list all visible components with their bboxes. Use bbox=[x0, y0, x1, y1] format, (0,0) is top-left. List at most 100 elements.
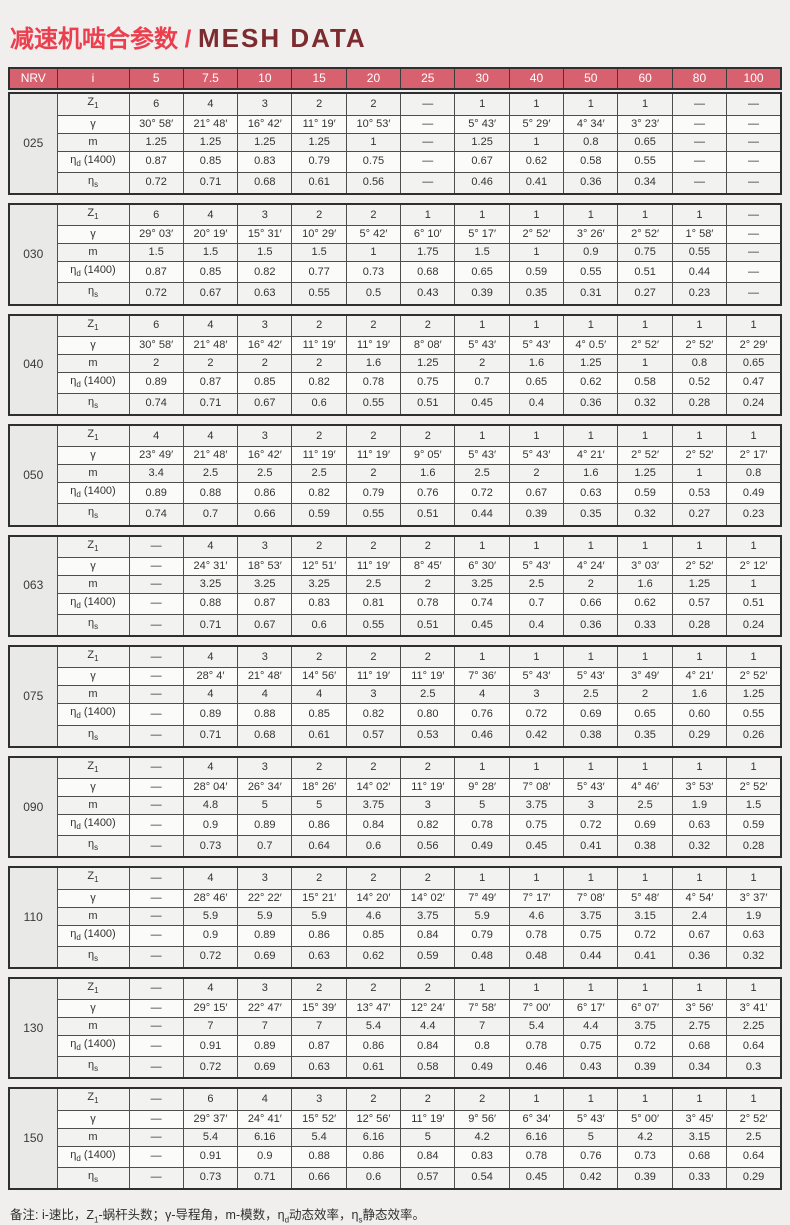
value-cell: 3 bbox=[237, 92, 293, 116]
row-label: γ bbox=[56, 556, 130, 576]
row-label: ηs bbox=[56, 835, 130, 858]
value-cell: 0.51 bbox=[726, 592, 782, 616]
value-cell: 4 bbox=[237, 1087, 293, 1111]
model-cell: 040 bbox=[8, 314, 58, 416]
value-cell: 1 bbox=[617, 353, 673, 373]
ratio-header-cell: 15 bbox=[291, 67, 347, 90]
table-row: ηd (1400) —0.91 0.9 0.88 0.86 0.84 0.83 0.78 0.7… bbox=[9, 1145, 782, 1168]
value-cell: 5° 43′ bbox=[508, 556, 565, 576]
value-cell: 1 bbox=[726, 535, 782, 558]
row-label: m bbox=[56, 353, 130, 373]
row-label: ηs bbox=[56, 392, 130, 416]
table-row: ηs —0.73 0.7 0.64 0.6 0.56 0.49 0.45 0.41 0.38 0.3… bbox=[9, 835, 782, 858]
value-cell: 3.75 bbox=[617, 1017, 673, 1037]
value-cell: 1 bbox=[617, 203, 673, 227]
table-row: m —5.4 6.16 5.4 6.16 5 4.2 6.16 5 4.2 3.15 2.5 bbox=[9, 1127, 782, 1147]
value-cell: 1 bbox=[726, 756, 782, 779]
value-cell: 0.82 bbox=[291, 482, 347, 505]
value-cell: 2 bbox=[345, 203, 402, 227]
value-cell: 1 bbox=[508, 866, 565, 890]
value-cell: — bbox=[128, 703, 184, 726]
value-cell: 0.63 bbox=[563, 482, 619, 505]
value-cell: 2 bbox=[345, 92, 402, 116]
value-cell: 1 bbox=[563, 314, 619, 337]
value-cell: 2 bbox=[400, 314, 456, 337]
value-cell: 30° 58′ bbox=[128, 114, 184, 134]
value-cell: 4.4 bbox=[563, 1017, 619, 1037]
row-label: ηs bbox=[56, 724, 130, 748]
value-cell: 0.8 bbox=[726, 464, 782, 484]
value-cell: 3.75 bbox=[400, 906, 456, 926]
value-cell: 13° 47′ bbox=[345, 999, 402, 1019]
value-cell: 2° 52′ bbox=[617, 225, 673, 245]
value-cell: 1.6 bbox=[671, 685, 728, 705]
value-cell: 4 bbox=[182, 92, 239, 116]
value-cell: — bbox=[128, 1166, 184, 1190]
value-cell: 3.15 bbox=[671, 1127, 728, 1147]
value-cell: 2° 52′ bbox=[617, 335, 673, 355]
value-cell: 0.73 bbox=[182, 1166, 239, 1190]
value-cell: 0.69 bbox=[563, 703, 619, 726]
ratio-header-cell: 7.5 bbox=[182, 67, 239, 90]
value-cell: 18° 53′ bbox=[237, 556, 293, 576]
value-cell: — bbox=[400, 150, 456, 173]
value-cell: 0.75 bbox=[617, 243, 673, 263]
value-cell: 0.68 bbox=[671, 1035, 728, 1058]
row-label: γ bbox=[56, 114, 130, 134]
value-cell: 5° 48′ bbox=[617, 888, 673, 908]
value-cell: 0.53 bbox=[671, 482, 728, 505]
row-label: Z1 bbox=[56, 314, 130, 337]
value-cell: 0.29 bbox=[726, 1166, 782, 1190]
value-cell: 1.5 bbox=[454, 243, 510, 263]
table-row: m —4.8 5 5 3.75 3 5 3.75 3 2.5 1.9 1.5 bbox=[9, 795, 782, 815]
value-cell: 1 bbox=[617, 977, 673, 1001]
value-cell: 2.5 bbox=[508, 574, 565, 594]
value-cell: 0.80 bbox=[400, 703, 456, 726]
value-cell: 0.79 bbox=[345, 482, 402, 505]
value-cell: 3 bbox=[237, 977, 293, 1001]
value-cell: — bbox=[128, 795, 184, 815]
value-cell: 4 bbox=[182, 756, 239, 779]
value-cell: 4° 46′ bbox=[617, 777, 673, 797]
value-cell: 4 bbox=[128, 424, 184, 448]
table-row: ηd (1400) —0.88 0.87 0.83 0.81 0.78 0.74 0.7 0.6… bbox=[9, 592, 782, 616]
value-cell: 0.68 bbox=[400, 261, 456, 284]
value-cell: 0.77 bbox=[291, 261, 347, 284]
row-label: Z1 bbox=[56, 424, 130, 448]
value-cell: — bbox=[128, 924, 184, 947]
mesh-block-025: 025 Z1 6 4 3 2 2—1 1 1 1— — γ 30° 58′ 21° 48′ 16° 42′ 1… bbox=[8, 92, 782, 195]
value-cell: 1 bbox=[508, 1087, 565, 1111]
value-cell: 0.67 bbox=[671, 924, 728, 947]
value-cell: 2.5 bbox=[237, 464, 293, 484]
value-cell: 4° 54′ bbox=[671, 888, 728, 908]
value-cell: 6.16 bbox=[345, 1127, 402, 1147]
value-cell: 1 bbox=[726, 314, 782, 337]
value-cell: 0.88 bbox=[182, 482, 239, 505]
value-cell: 2 bbox=[291, 535, 347, 558]
value-cell: 0.87 bbox=[128, 150, 184, 173]
value-cell: 2 bbox=[345, 977, 402, 1001]
value-cell: 1.6 bbox=[345, 353, 402, 373]
value-cell: 0.6 bbox=[291, 392, 347, 416]
value-cell: 0.91 bbox=[182, 1145, 239, 1168]
mesh-block-075: 075 Z1—4 3 2 2 2 1 1 1 1 1 1 γ —28° 4′ 21° 48′ 14° 56′ 1… bbox=[8, 645, 782, 748]
value-cell: 1.25 bbox=[237, 132, 293, 152]
value-cell: 0.61 bbox=[291, 171, 347, 195]
row-label: γ bbox=[56, 446, 130, 466]
value-cell: 1 bbox=[508, 243, 565, 263]
value-cell: 0.65 bbox=[617, 132, 673, 152]
value-cell: 0.42 bbox=[508, 724, 565, 748]
value-cell: 0.73 bbox=[617, 1145, 673, 1168]
value-cell: 1 bbox=[563, 1087, 619, 1111]
value-cell: 0.28 bbox=[671, 614, 728, 637]
value-cell: 5° 42′ bbox=[345, 225, 402, 245]
value-cell: 16° 42′ bbox=[237, 114, 293, 134]
table-row: γ 29° 03′ 20° 19′ 15° 31′ 10° 29′ 5° 42′ 6° 10… bbox=[9, 225, 782, 245]
value-cell: 0.55 bbox=[345, 614, 402, 637]
value-cell: 3 bbox=[237, 424, 293, 448]
value-cell: 3° 45′ bbox=[671, 1109, 728, 1129]
table-row: m 1.25 1.25 1.25 1.25 1—1.25 1 0.8 0.65— — bbox=[9, 132, 782, 152]
table-row: γ —28° 46′ 22° 22′ 15° 21′ 14° 20′ 14° 02′ 7° … bbox=[9, 888, 782, 908]
value-cell: 0.49 bbox=[454, 835, 510, 858]
value-cell: 2 bbox=[291, 203, 347, 227]
